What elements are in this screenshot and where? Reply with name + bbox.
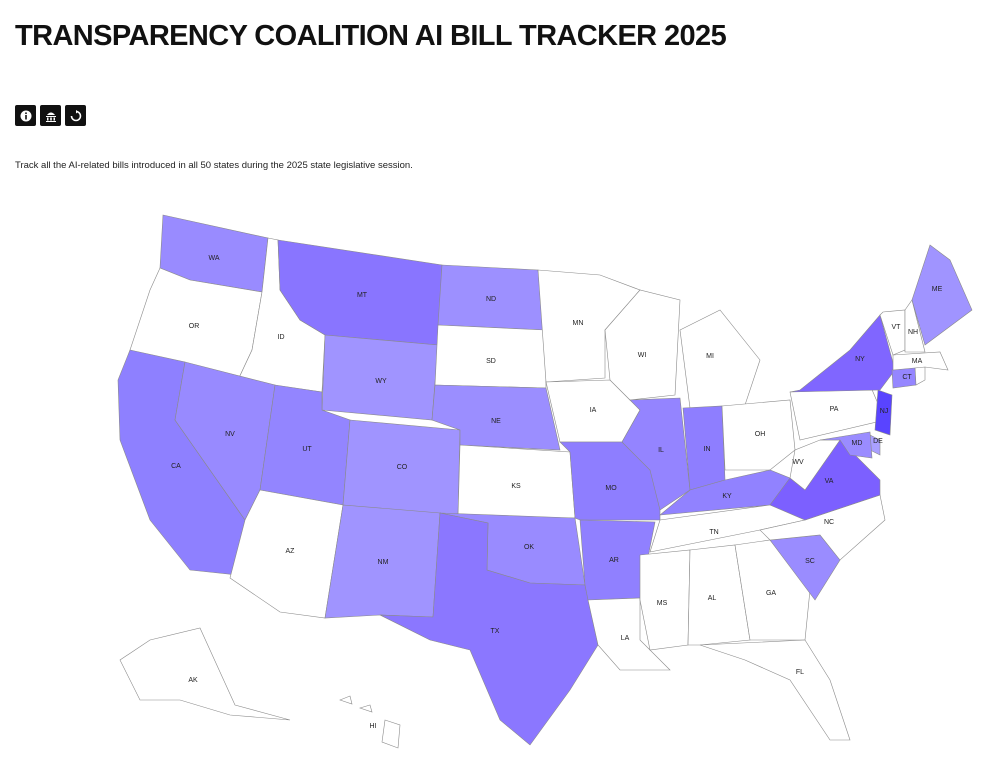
state-label: KS (511, 483, 521, 490)
state-shape[interactable] (457, 444, 576, 519)
state-label: CT (902, 374, 912, 381)
state-label: NH (908, 329, 918, 336)
state-shape[interactable] (434, 324, 547, 389)
state-shape[interactable] (381, 719, 401, 749)
description: Track all the AI-related bills introduce… (15, 160, 413, 171)
state-label: IL (658, 447, 664, 454)
state-label: KY (722, 493, 732, 500)
state-label: OH (755, 431, 766, 438)
state-label: CA (171, 463, 181, 470)
state-shape[interactable] (639, 549, 691, 651)
state-label: OK (524, 544, 534, 551)
state-label: VA (825, 478, 834, 485)
state-shape[interactable] (879, 309, 906, 356)
state-label: AL (708, 595, 717, 602)
state-label: WI (638, 352, 647, 359)
state-label: AK (188, 677, 198, 684)
state-shape[interactable] (621, 397, 691, 511)
state-label: NY (855, 356, 865, 363)
state-label: WA (208, 255, 219, 262)
state-label: AR (609, 557, 619, 564)
state-shape[interactable] (119, 627, 291, 721)
state-shape[interactable] (819, 431, 873, 459)
state-label: HI (370, 723, 377, 730)
state-shape[interactable] (699, 639, 851, 741)
state-shape[interactable] (604, 289, 681, 401)
state-label: MD (852, 440, 863, 447)
state-label: CO (397, 464, 408, 471)
state-label: UT (302, 446, 312, 453)
reset-button[interactable] (65, 105, 86, 126)
state-label: MS (657, 600, 668, 607)
state-label: MO (605, 485, 617, 492)
state-shape[interactable] (789, 314, 896, 393)
page-title: TRANSPARENCY COALITION AI BILL TRACKER 2… (15, 20, 727, 52)
state-shape[interactable] (892, 351, 949, 371)
state-label: NJ (880, 408, 889, 415)
state-shape[interactable] (914, 366, 926, 386)
state-label: PA (830, 406, 839, 413)
state-label: OR (189, 323, 200, 330)
info-icon (20, 110, 31, 121)
capitol-button[interactable] (40, 105, 61, 126)
capitol-icon (45, 112, 56, 122)
state-label: TN (709, 529, 718, 536)
state-shape[interactable] (339, 695, 353, 705)
state-label: SC (805, 558, 815, 565)
state-shape[interactable] (734, 539, 811, 641)
state-label: VT (892, 324, 902, 331)
state-label: MT (357, 292, 368, 299)
state-shape[interactable] (911, 244, 973, 346)
state-label: TX (491, 628, 500, 635)
state-label: MN (573, 320, 584, 327)
state-shape[interactable] (904, 299, 926, 353)
state-shape[interactable] (721, 399, 796, 471)
state-label: WV (792, 459, 804, 466)
state-label: IA (590, 407, 597, 414)
state-label: FL (796, 669, 804, 676)
reset-icon (70, 109, 81, 121)
toolbar (15, 105, 86, 126)
state-label: ID (278, 334, 285, 341)
state-shape[interactable] (687, 544, 751, 646)
state-label: MA (912, 358, 923, 365)
state-label: DE (873, 438, 883, 445)
state-label: GA (766, 590, 776, 597)
state-label: NE (491, 418, 501, 425)
state-shape[interactable] (379, 512, 599, 746)
state-label: MI (706, 353, 714, 360)
state-shape[interactable] (679, 309, 761, 409)
state-label: ME (932, 286, 943, 293)
state-label: NV (225, 431, 235, 438)
state-label: AZ (286, 548, 296, 555)
state-label: LA (621, 635, 630, 642)
state-label: SD (486, 358, 496, 365)
state-label: NM (378, 559, 389, 566)
state-shape[interactable] (359, 704, 373, 713)
state-shape[interactable] (874, 389, 893, 436)
state-label: WY (375, 378, 387, 385)
info-button[interactable] (15, 105, 36, 126)
state-label: ND (486, 296, 496, 303)
state-label: NC (824, 519, 834, 526)
state-label: IN (704, 446, 711, 453)
